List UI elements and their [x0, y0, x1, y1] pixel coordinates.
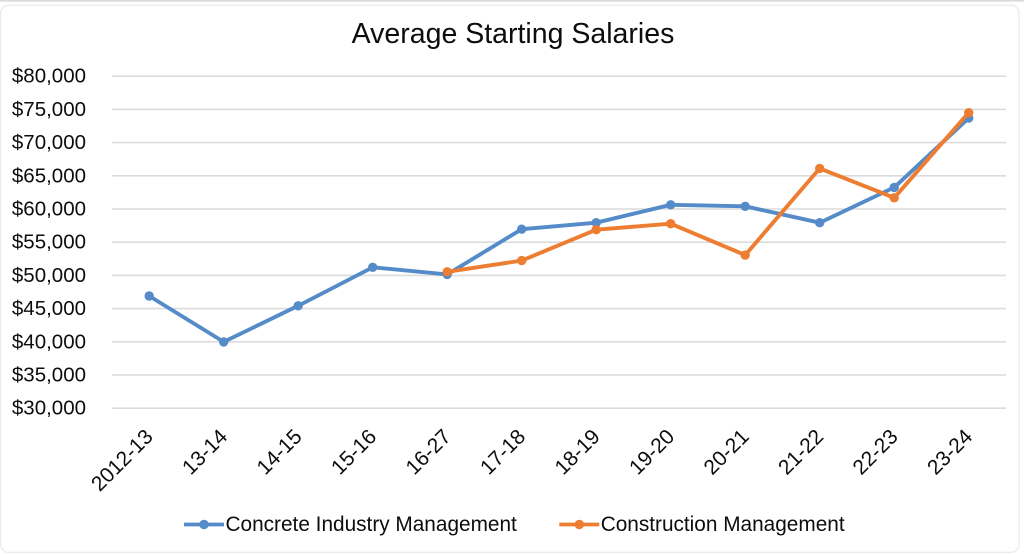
svg-text:$30,000: $30,000: [12, 397, 86, 420]
svg-text:Concrete Industry Management: Concrete Industry Management: [226, 513, 518, 536]
svg-text:Construction Management: Construction Management: [601, 513, 845, 536]
svg-text:$80,000: $80,000: [12, 65, 86, 88]
svg-text:$45,000: $45,000: [12, 297, 86, 320]
svg-text:$75,000: $75,000: [12, 98, 86, 121]
svg-text:$60,000: $60,000: [12, 198, 86, 221]
svg-text:Average Starting Salaries: Average Starting Salaries: [352, 18, 675, 50]
svg-text:$65,000: $65,000: [12, 164, 86, 187]
svg-text:$70,000: $70,000: [12, 131, 86, 154]
svg-text:$35,000: $35,000: [12, 364, 86, 387]
svg-text:$55,000: $55,000: [12, 231, 86, 254]
svg-text:$40,000: $40,000: [12, 330, 86, 353]
svg-text:$50,000: $50,000: [12, 264, 86, 287]
